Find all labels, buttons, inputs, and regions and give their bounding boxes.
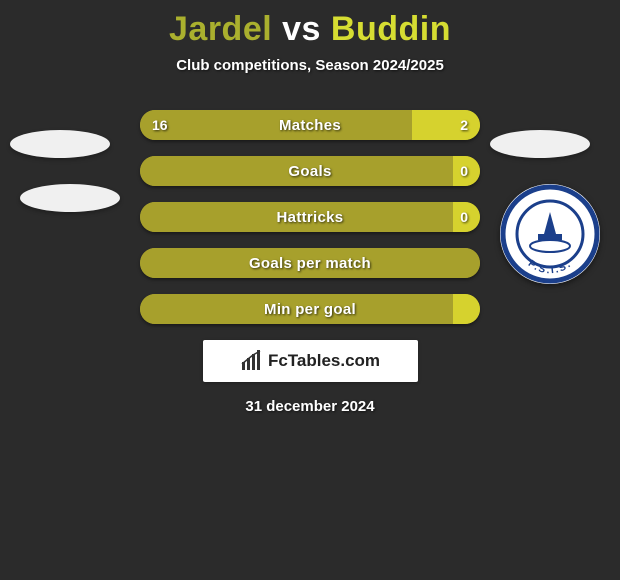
left-team-ellipse-1 xyxy=(10,130,110,158)
date-line: 31 december 2024 xyxy=(0,398,620,415)
bar-row: Matches16 2 xyxy=(140,110,480,140)
title-left-player: Jardel xyxy=(169,10,272,48)
bar-value-right: 0 xyxy=(460,156,468,186)
subtitle: Club competitions, Season 2024/2025 xyxy=(0,57,620,74)
brand-text: FcTables.com xyxy=(268,351,380,371)
page-title: Jardel vs Buddin xyxy=(0,0,620,49)
psis-badge-icon: P.S.I.S. xyxy=(500,184,600,284)
bar-row: Min per goal xyxy=(140,294,480,324)
bar-value-right: 0 xyxy=(460,202,468,232)
bar-label: Matches xyxy=(140,110,480,140)
bar-value-right: 2 xyxy=(460,110,468,140)
bar-row: Hattricks0 xyxy=(140,202,480,232)
bar-chart-icon xyxy=(240,350,264,372)
bar-label: Hattricks xyxy=(140,202,480,232)
title-right-player: Buddin xyxy=(331,10,451,48)
right-team-ellipse xyxy=(490,130,590,158)
brand-box: FcTables.com xyxy=(203,340,418,382)
comparison-bars: Matches162Goals0Hattricks0Goals per matc… xyxy=(140,110,480,324)
bar-label: Min per goal xyxy=(140,294,480,324)
title-vs: vs xyxy=(282,10,321,48)
bar-row: Goals0 xyxy=(140,156,480,186)
comparison-stage: P.S.I.S. Matches162Goals0Hattricks0Goals… xyxy=(0,110,620,415)
right-team-badge: P.S.I.S. xyxy=(500,184,600,284)
bar-value-left: 16 xyxy=(152,110,168,140)
bar-label: Goals xyxy=(140,156,480,186)
bar-row: Goals per match xyxy=(140,248,480,278)
bar-label: Goals per match xyxy=(140,248,480,278)
left-team-ellipse-2 xyxy=(20,184,120,212)
